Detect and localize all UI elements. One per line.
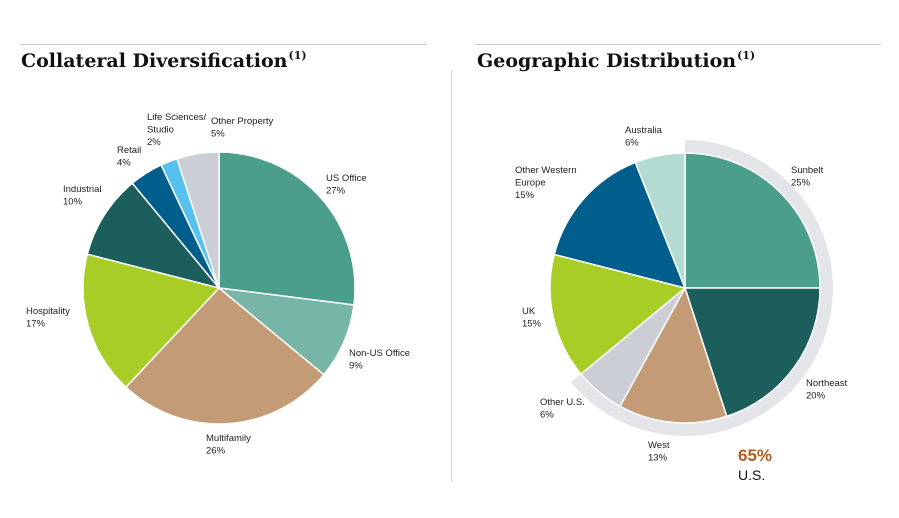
collateral-pie-slice-us-office — [218, 151, 356, 306]
left-title-text: Collateral Diversification — [21, 50, 288, 72]
collateral-pie-slice-multifamily — [124, 286, 325, 425]
collateral-pie-label-other-property: Other Property 5% — [211, 116, 274, 140]
left-chart-title: Collateral Diversification(1) — [21, 49, 307, 72]
geographic-pie-label-other-western: Other Western Europe 15% — [515, 165, 577, 201]
collateral-pie-label-hospitality: Hospitality 17% — [26, 306, 70, 330]
geographic-pie-slice-west — [618, 286, 728, 424]
geographic-pie-slice-other-western — [553, 161, 687, 290]
geographic-pie-label-australia: Australia 6% — [625, 125, 663, 149]
collateral-pie-label-industrial: Industrial 10% — [63, 184, 102, 208]
geographic-pie-label-uk: UK 15% — [522, 306, 542, 330]
collateral-pie-slice-other-property — [176, 151, 220, 289]
collateral-pie-slice-industrial — [86, 182, 222, 290]
right-title-text: Geographic Distribution — [477, 50, 737, 72]
left-title-footnote: (1) — [288, 49, 307, 62]
geographic-pie-slice-australia — [634, 152, 686, 289]
geographic-pie-label-northeast: Northeast 20% — [806, 378, 848, 402]
collateral-pie-label-non-us-office: Non-US Office 9% — [349, 348, 410, 372]
geographic-pie-label-other-u-s: Other U.S. 6% — [540, 397, 585, 421]
geographic-pie-slice-uk — [549, 253, 687, 376]
collateral-pie-label-life-sciences: Life Sciences/Studio 2% — [147, 112, 207, 148]
collateral-pie-label-retail: Retail 4% — [117, 145, 141, 169]
left-top-rule — [20, 44, 426, 45]
geographic-pie-label-sunbelt: Sunbelt 25% — [791, 165, 824, 189]
geographic-pie-slice-sunbelt — [684, 152, 821, 289]
right-top-rule — [475, 44, 881, 45]
us-share-value: 65% — [738, 446, 773, 465]
us-share-label: U.S. — [738, 467, 766, 483]
collateral-pie-label-us-office: US Office 27% — [326, 173, 366, 197]
panel-divider — [451, 70, 452, 482]
us-share-ring — [570, 140, 834, 436]
collateral-pie-label-multifamily: Multifamily 26% — [206, 433, 251, 457]
geographic-pie-slice-northeast — [683, 287, 821, 418]
right-chart-title: Geographic Distribution(1) — [477, 49, 755, 72]
geographic-pie-label-west: West 13% — [648, 440, 670, 464]
right-title-footnote: (1) — [737, 49, 756, 62]
collateral-pie-slice-hospitality — [82, 253, 221, 389]
